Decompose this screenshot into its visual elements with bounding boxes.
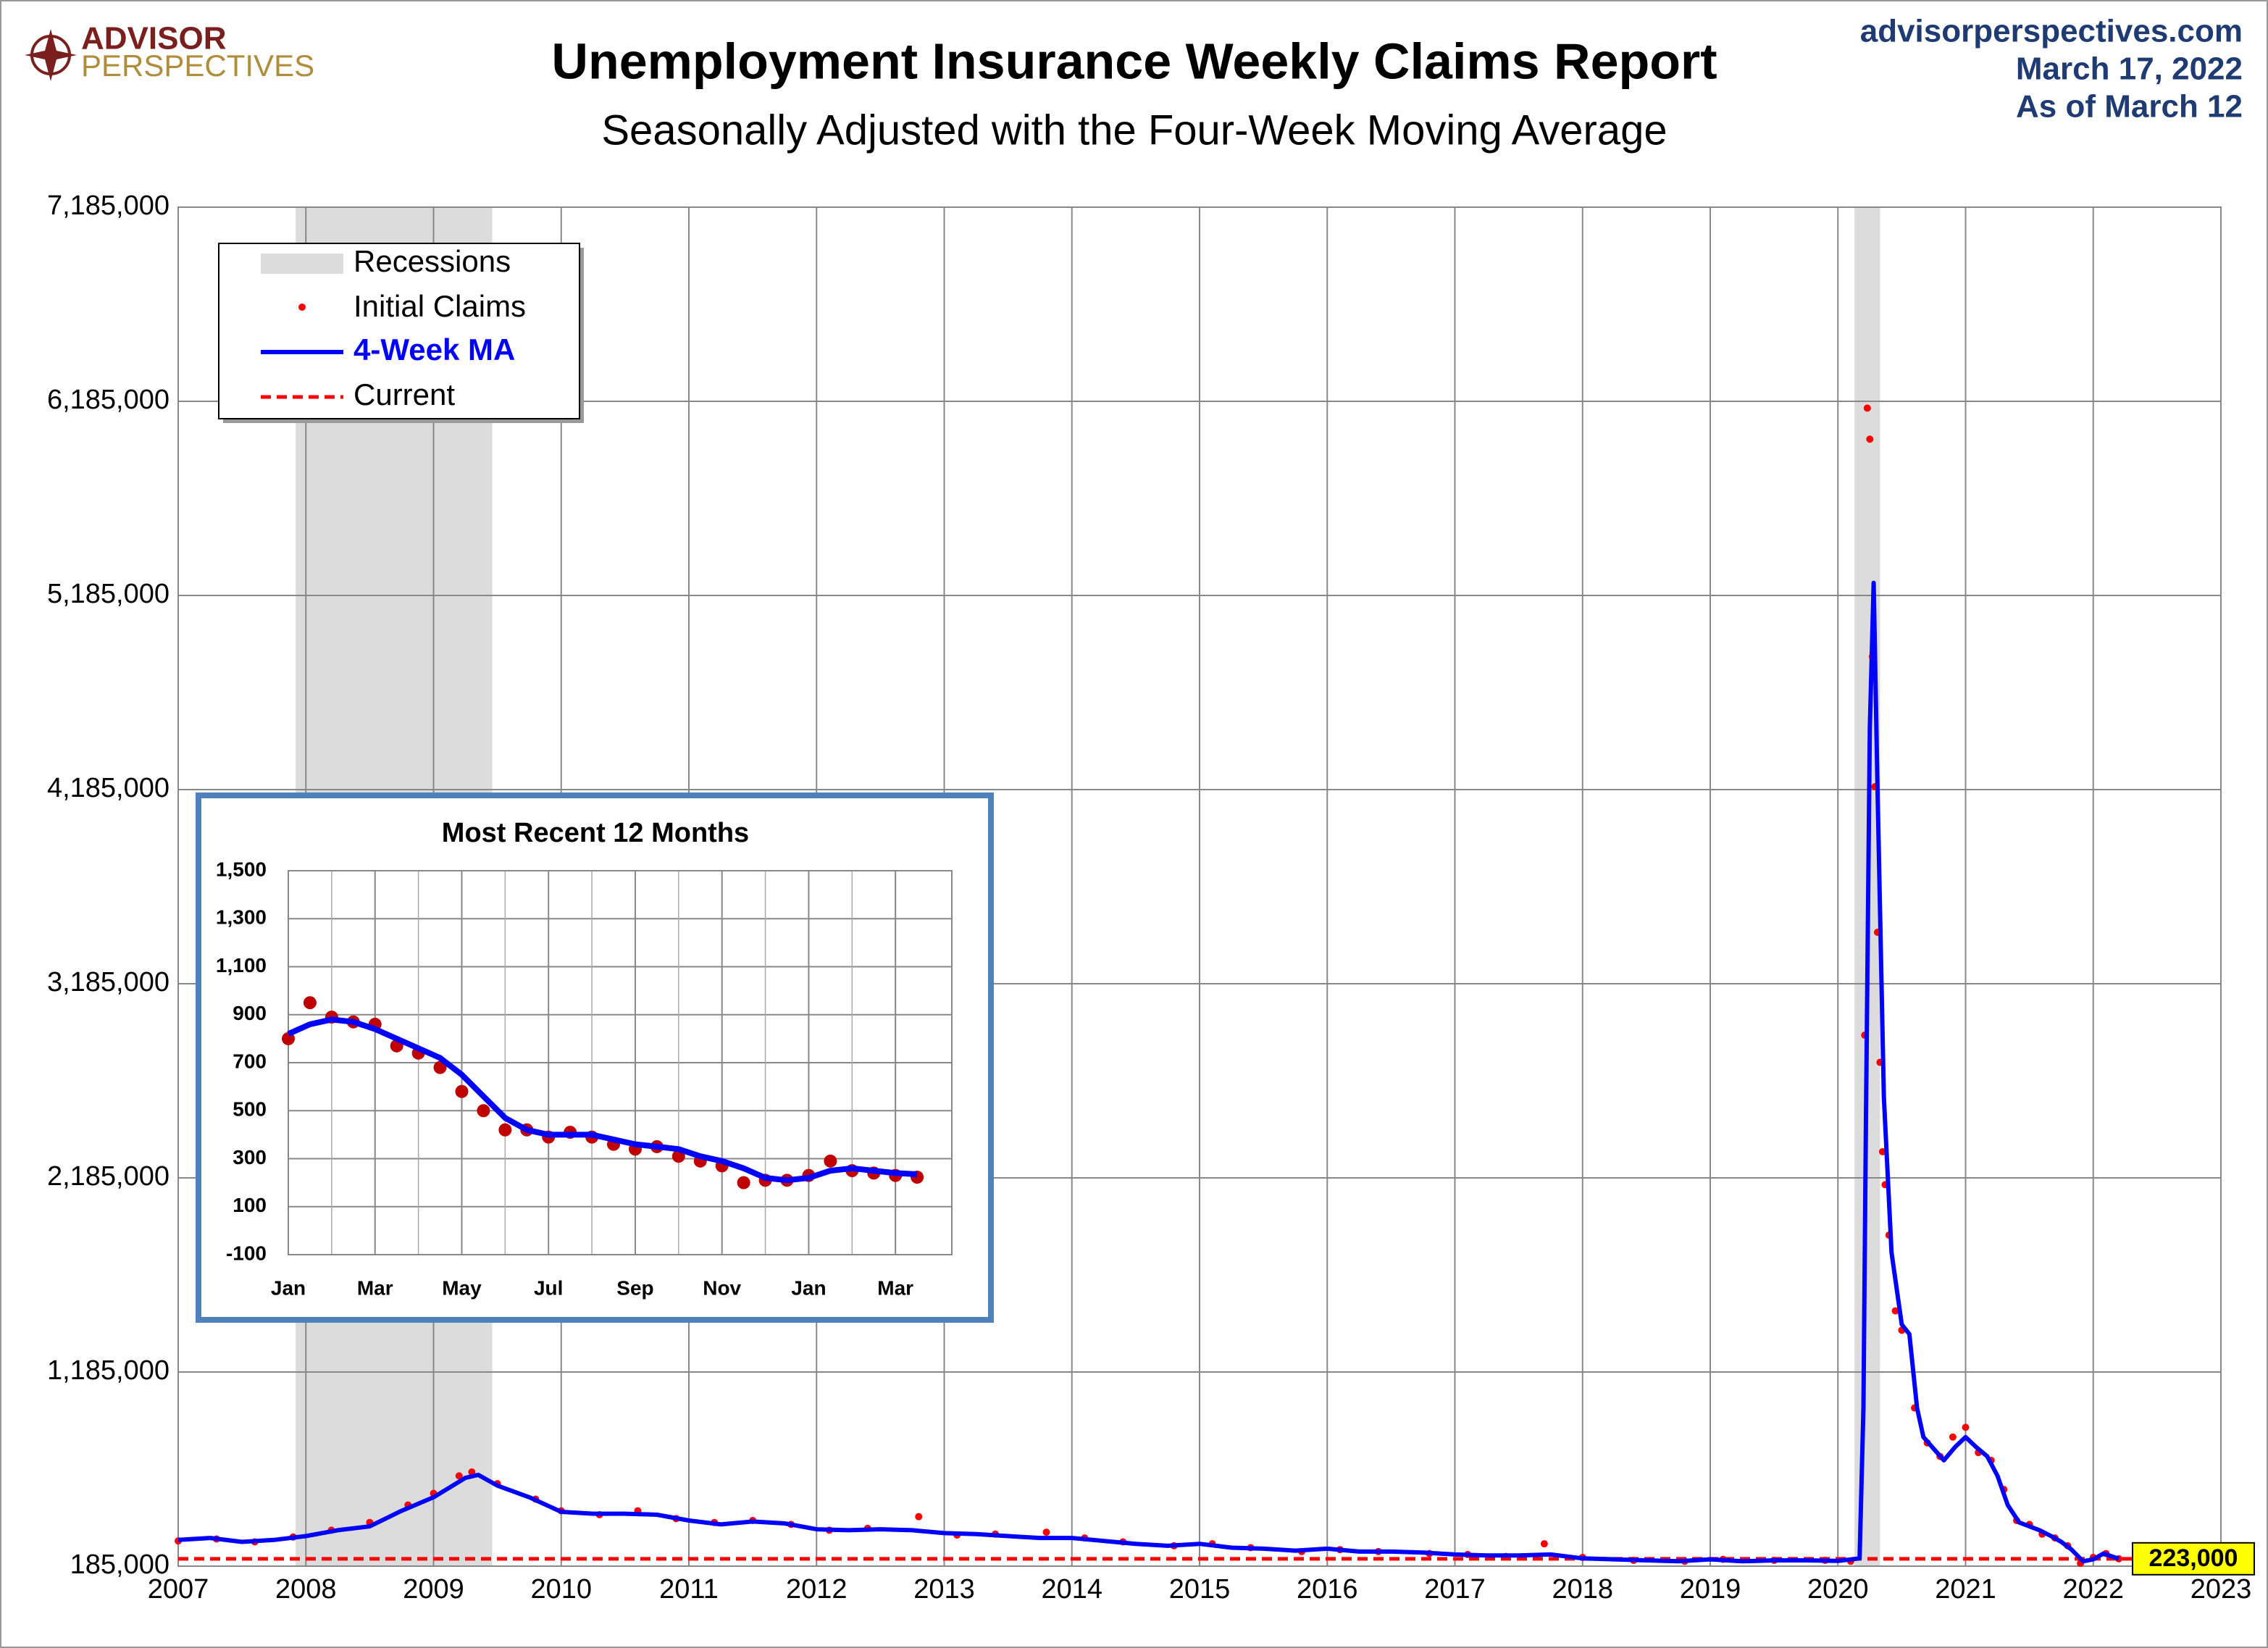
data-point bbox=[1891, 1307, 1899, 1315]
legend-label: Initial Claims bbox=[353, 289, 526, 323]
x-tick-label: 2021 bbox=[1935, 1574, 1996, 1605]
x-tick-label: 2020 bbox=[1807, 1574, 1869, 1605]
y-tick-label: 5,185,000 bbox=[47, 579, 170, 609]
ma-line bbox=[177, 580, 2120, 1564]
y-tick-label: 7,185,000 bbox=[47, 191, 170, 221]
data-point bbox=[915, 1513, 923, 1521]
x-tick-label: 2010 bbox=[530, 1574, 592, 1605]
chart-title: Unemployment Insurance Weekly Claims Rep… bbox=[551, 33, 1717, 89]
x-tick-label: Jan bbox=[271, 1276, 306, 1299]
x-tick-label: Sep bbox=[616, 1276, 653, 1299]
x-tick-label: Mar bbox=[357, 1276, 393, 1299]
legend-label: 4-Week MA bbox=[353, 332, 515, 367]
y-tick-label: 1,500 bbox=[216, 858, 267, 880]
y-tick-label: 900 bbox=[233, 1002, 267, 1024]
x-tick-label: Mar bbox=[877, 1276, 913, 1299]
x-tick-label: 2013 bbox=[913, 1574, 975, 1605]
x-tick-label: 2019 bbox=[1680, 1574, 1741, 1605]
plot-border bbox=[177, 206, 2222, 1567]
current-label: 223,000 bbox=[2149, 1544, 2238, 1572]
y-tick-label: 6,185,000 bbox=[47, 385, 170, 415]
data-point bbox=[824, 1154, 837, 1168]
y-tick-label: -100 bbox=[226, 1242, 267, 1264]
y-tick-label: 1,185,000 bbox=[47, 1355, 170, 1386]
data-point bbox=[1962, 1423, 1970, 1431]
data-point bbox=[477, 1104, 490, 1118]
legend-label: Recessions bbox=[353, 244, 511, 278]
as-of: As of March 12 bbox=[2016, 89, 2243, 125]
x-tick-label: 2022 bbox=[2062, 1574, 2124, 1605]
x-tick-label: 2008 bbox=[275, 1574, 337, 1605]
y-tick-label: 1,100 bbox=[216, 954, 267, 976]
data-point bbox=[498, 1123, 512, 1137]
y-tick-label: 100 bbox=[233, 1194, 267, 1216]
x-tick-label: Nov bbox=[703, 1276, 741, 1299]
logo-icon bbox=[25, 29, 77, 81]
x-tick-label: 2023 bbox=[2190, 1574, 2252, 1605]
data-point bbox=[303, 996, 317, 1010]
data-point bbox=[455, 1084, 469, 1098]
y-tick-label: 700 bbox=[233, 1050, 267, 1072]
data-point bbox=[737, 1176, 750, 1189]
legend-dot bbox=[298, 304, 306, 311]
inset-box bbox=[196, 792, 994, 1323]
x-tick-label: 2014 bbox=[1041, 1574, 1102, 1605]
x-tick-label: Jan bbox=[791, 1276, 826, 1299]
logo-top: ADVISOR bbox=[81, 21, 226, 57]
legend-recession-swatch bbox=[261, 254, 343, 274]
x-tick-label: Jul bbox=[534, 1276, 563, 1299]
logo-bottom: PERSPECTIVES bbox=[81, 49, 314, 83]
x-tick-label: 2018 bbox=[1552, 1574, 1613, 1605]
x-tick-label: 2016 bbox=[1297, 1574, 1358, 1605]
data-point bbox=[1042, 1528, 1050, 1536]
data-point bbox=[433, 1061, 447, 1074]
legend-label: Current bbox=[353, 377, 455, 411]
data-point bbox=[1866, 435, 1874, 443]
x-tick-label: 2015 bbox=[1169, 1574, 1231, 1605]
y-tick-label: 3,185,000 bbox=[47, 967, 170, 997]
y-tick-label: 185,000 bbox=[70, 1549, 170, 1580]
y-tick-label: 2,185,000 bbox=[47, 1161, 170, 1192]
x-tick-label: 2007 bbox=[148, 1574, 209, 1605]
x-tick-label: 2017 bbox=[1424, 1574, 1486, 1605]
y-tick-label: 300 bbox=[233, 1146, 267, 1168]
data-point bbox=[1863, 404, 1871, 412]
x-tick-label: 2011 bbox=[659, 1574, 719, 1605]
y-tick-label: 500 bbox=[233, 1098, 267, 1121]
plot-border bbox=[288, 870, 953, 1255]
chart-subtitle: Seasonally Adjusted with the Four-Week M… bbox=[601, 106, 1667, 154]
y-tick-label: 1,300 bbox=[216, 906, 267, 929]
y-tick-label: 4,185,000 bbox=[47, 773, 170, 803]
data-point bbox=[1949, 1433, 1957, 1441]
x-tick-label: May bbox=[442, 1276, 482, 1299]
inset-title: Most Recent 12 Months bbox=[442, 818, 749, 848]
x-tick-label: 2012 bbox=[786, 1574, 848, 1605]
date: March 17, 2022 bbox=[2016, 51, 2243, 87]
site: advisorperspectives.com bbox=[1860, 14, 2243, 49]
x-tick-label: 2009 bbox=[403, 1574, 464, 1605]
ma-line bbox=[287, 1016, 918, 1184]
data-point bbox=[1540, 1540, 1548, 1548]
current-label-box bbox=[2132, 1542, 2255, 1576]
data-point bbox=[455, 1472, 463, 1480]
